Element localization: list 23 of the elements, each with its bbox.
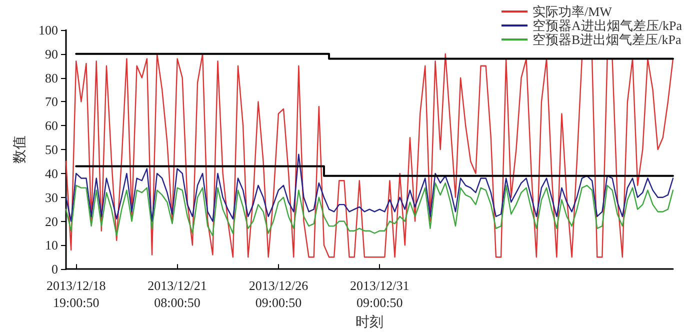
y-tick-label: 70 (45, 94, 58, 110)
y-tick-label: 50 (45, 142, 58, 158)
y-tick-label: 0 (52, 262, 58, 277)
y-tick-label: 20 (45, 214, 58, 229)
y-tick-label: 80 (45, 70, 58, 86)
y-tick-label: 90 (45, 46, 58, 62)
y-tick-label: 30 (45, 190, 58, 205)
x-tick-label: 2013/12/26 09:00:50 (248, 278, 309, 310)
legend-label: 实际功率/MW (532, 4, 613, 19)
x-tick-label: 2013/12/21 08:00:50 (148, 278, 207, 310)
x-tick-label: 2013/12/18 19:00:50 (46, 278, 106, 310)
y-tick-label: 10 (45, 238, 58, 253)
y-axis-title: 数值 (12, 136, 28, 164)
y-tick-label: 40 (45, 166, 58, 181)
legend-label: 空预器B进出烟气差压/kPa (532, 32, 682, 47)
x-tick-label: 2013/12/31 09:00:50 (350, 278, 410, 310)
legend-label: 空预器A进出烟气差压/kPa (532, 18, 682, 33)
line-series (65, 182, 674, 236)
x-axis-title: 时刻 (356, 314, 384, 330)
y-tick-label: 60 (45, 118, 58, 134)
y-tick-label: 100 (38, 22, 58, 38)
line-series (65, 154, 674, 222)
line-series (65, 53, 674, 258)
